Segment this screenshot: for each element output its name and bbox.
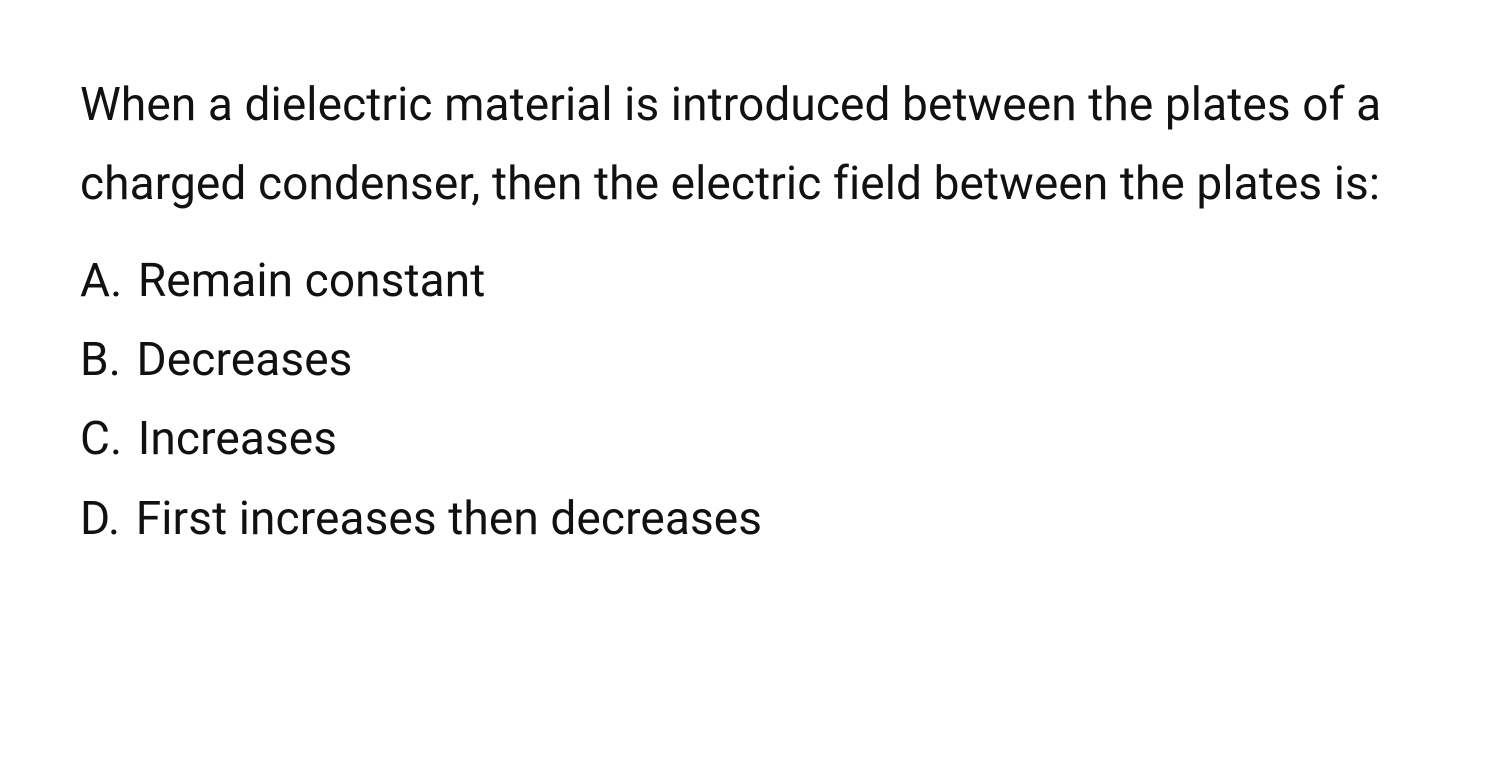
question-page: When a dielectric material is introduced… xyxy=(0,0,1500,776)
option-b: B. Decreases xyxy=(80,321,1420,400)
option-d: D. First increases then decreases xyxy=(80,480,1420,559)
option-letter: B. xyxy=(80,333,121,387)
option-letter: D. xyxy=(80,492,120,546)
option-text: First increases then decreases xyxy=(136,492,762,546)
option-text: Remain constant xyxy=(138,254,486,308)
option-text: Increases xyxy=(138,412,337,466)
option-letter: C. xyxy=(80,412,122,466)
option-text: Decreases xyxy=(137,333,353,387)
option-a: A. Remain constant xyxy=(80,242,1420,321)
option-letter: A. xyxy=(80,254,122,308)
options-list: A. Remain constant B. Decreases C. Incre… xyxy=(80,242,1420,558)
option-c: C. Increases xyxy=(80,400,1420,479)
question-stem: When a dielectric material is introduced… xyxy=(80,66,1420,224)
